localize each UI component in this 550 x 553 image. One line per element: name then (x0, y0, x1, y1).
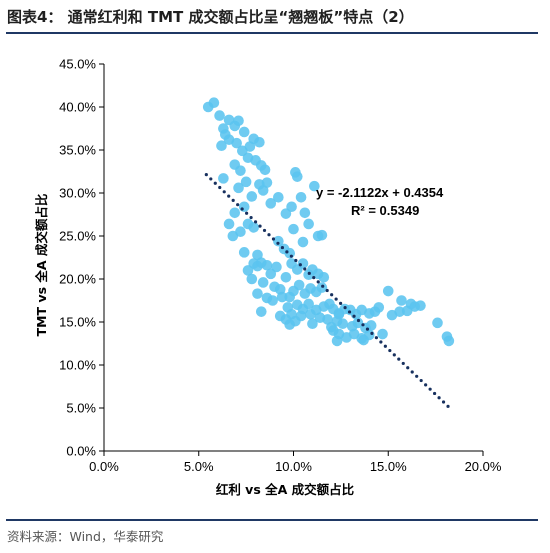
data-point (295, 192, 307, 203)
data-point (223, 218, 235, 230)
data-point (331, 335, 343, 347)
y-tick-label: 30.0% (59, 186, 96, 201)
x-tick-label: 15.0% (370, 459, 407, 474)
figure-title: 图表4： 通常红利和 TMT 成交额占比呈“翘翘板”特点（2） (7, 8, 414, 26)
y-axis-title: TMT vs 全A 成交额占比 (34, 193, 49, 336)
x-tick-label: 0.0% (89, 459, 119, 474)
data-point (337, 318, 349, 330)
trendline-path (204, 173, 453, 411)
data-point (316, 282, 328, 293)
data-point (299, 207, 311, 219)
y-tick-label: 20.0% (59, 272, 96, 287)
data-point (297, 258, 309, 269)
data-point (318, 271, 330, 283)
data-point (259, 164, 271, 176)
data-point (238, 126, 250, 138)
data-point (307, 318, 318, 330)
data-point (415, 300, 426, 311)
data-point (257, 277, 269, 288)
y-axis-ticks: 0.0% 5.0% 10.0% 15.0% 20.0% 25.0% 30.0% 35.0% 40… (59, 57, 104, 459)
data-point (246, 273, 258, 285)
data-point (246, 191, 258, 202)
data-point (288, 223, 299, 235)
data-point (242, 265, 254, 276)
data-point (284, 291, 296, 303)
data-point (280, 271, 292, 283)
x-tick-label: 5.0% (184, 459, 214, 474)
data-point (255, 306, 267, 317)
data-point (233, 182, 244, 194)
data-point (271, 261, 282, 273)
data-point (214, 110, 225, 121)
data-point (248, 222, 260, 233)
data-point (233, 115, 244, 127)
data-point (377, 328, 388, 340)
data-point (309, 180, 320, 192)
data-point (257, 185, 269, 196)
data-point (286, 201, 297, 213)
data-point (229, 207, 241, 219)
x-tick-label: 10.0% (275, 459, 312, 474)
y-tick-label: 35.0% (59, 143, 96, 158)
data-point (218, 173, 229, 184)
data-point (303, 298, 314, 310)
data-point (238, 247, 250, 258)
x-tick-label: 20.0% (465, 459, 502, 474)
y-tick-label: 25.0% (59, 229, 96, 244)
data-point (276, 291, 288, 303)
data-point (291, 171, 303, 182)
data-point (316, 229, 328, 241)
trendline-r-squared: R² = 0.5349 (351, 203, 419, 218)
title-divider (6, 32, 538, 34)
data-point (254, 136, 265, 148)
data-point (267, 295, 278, 306)
data-point (396, 295, 407, 306)
data-point (231, 137, 242, 149)
data-point (405, 298, 417, 310)
scatter-chart: 0.0% 5.0% 10.0% 15.0% 20.0% 25.0% 30.0% 35.0% 40… (34, 57, 502, 498)
data-point (227, 230, 239, 242)
data-point (238, 201, 250, 213)
trendline (204, 173, 453, 411)
y-tick-label: 10.0% (59, 358, 96, 373)
data-point (352, 317, 364, 329)
data-point (333, 308, 345, 320)
trendline-equation: y = -2.1122x + 0.4354 (316, 185, 444, 200)
data-point (273, 192, 284, 203)
data-point (235, 165, 246, 176)
data-point (327, 325, 339, 336)
source-note: 资料来源：Wind，华泰研究 (7, 529, 164, 544)
data-point (373, 302, 385, 313)
data-point (255, 257, 267, 268)
data-point (216, 140, 227, 151)
data-point (297, 236, 309, 248)
data-point (358, 334, 369, 346)
x-axis-title: 红利 vs 全A 成交额占比 (216, 482, 355, 497)
y-tick-label: 40.0% (59, 100, 96, 115)
data-point (290, 315, 301, 327)
footer-divider (6, 519, 538, 521)
data-point (305, 308, 316, 320)
data-point (443, 335, 455, 347)
y-tick-label: 45.0% (59, 57, 96, 72)
data-point (303, 218, 314, 230)
data-point (240, 176, 252, 188)
data-point (293, 279, 305, 291)
y-tick-label: 15.0% (59, 315, 96, 330)
data-point (252, 288, 263, 299)
data-point (208, 97, 220, 108)
data-point (382, 285, 394, 297)
data-points (202, 97, 455, 347)
data-point (265, 198, 277, 209)
y-tick-label: 0.0% (66, 444, 96, 459)
y-tick-label: 5.0% (66, 401, 96, 416)
data-point (432, 317, 443, 329)
data-point (273, 235, 284, 247)
x-axis-ticks: 0.0% 5.0% 10.0% 15.0% 20.0% (89, 451, 502, 474)
